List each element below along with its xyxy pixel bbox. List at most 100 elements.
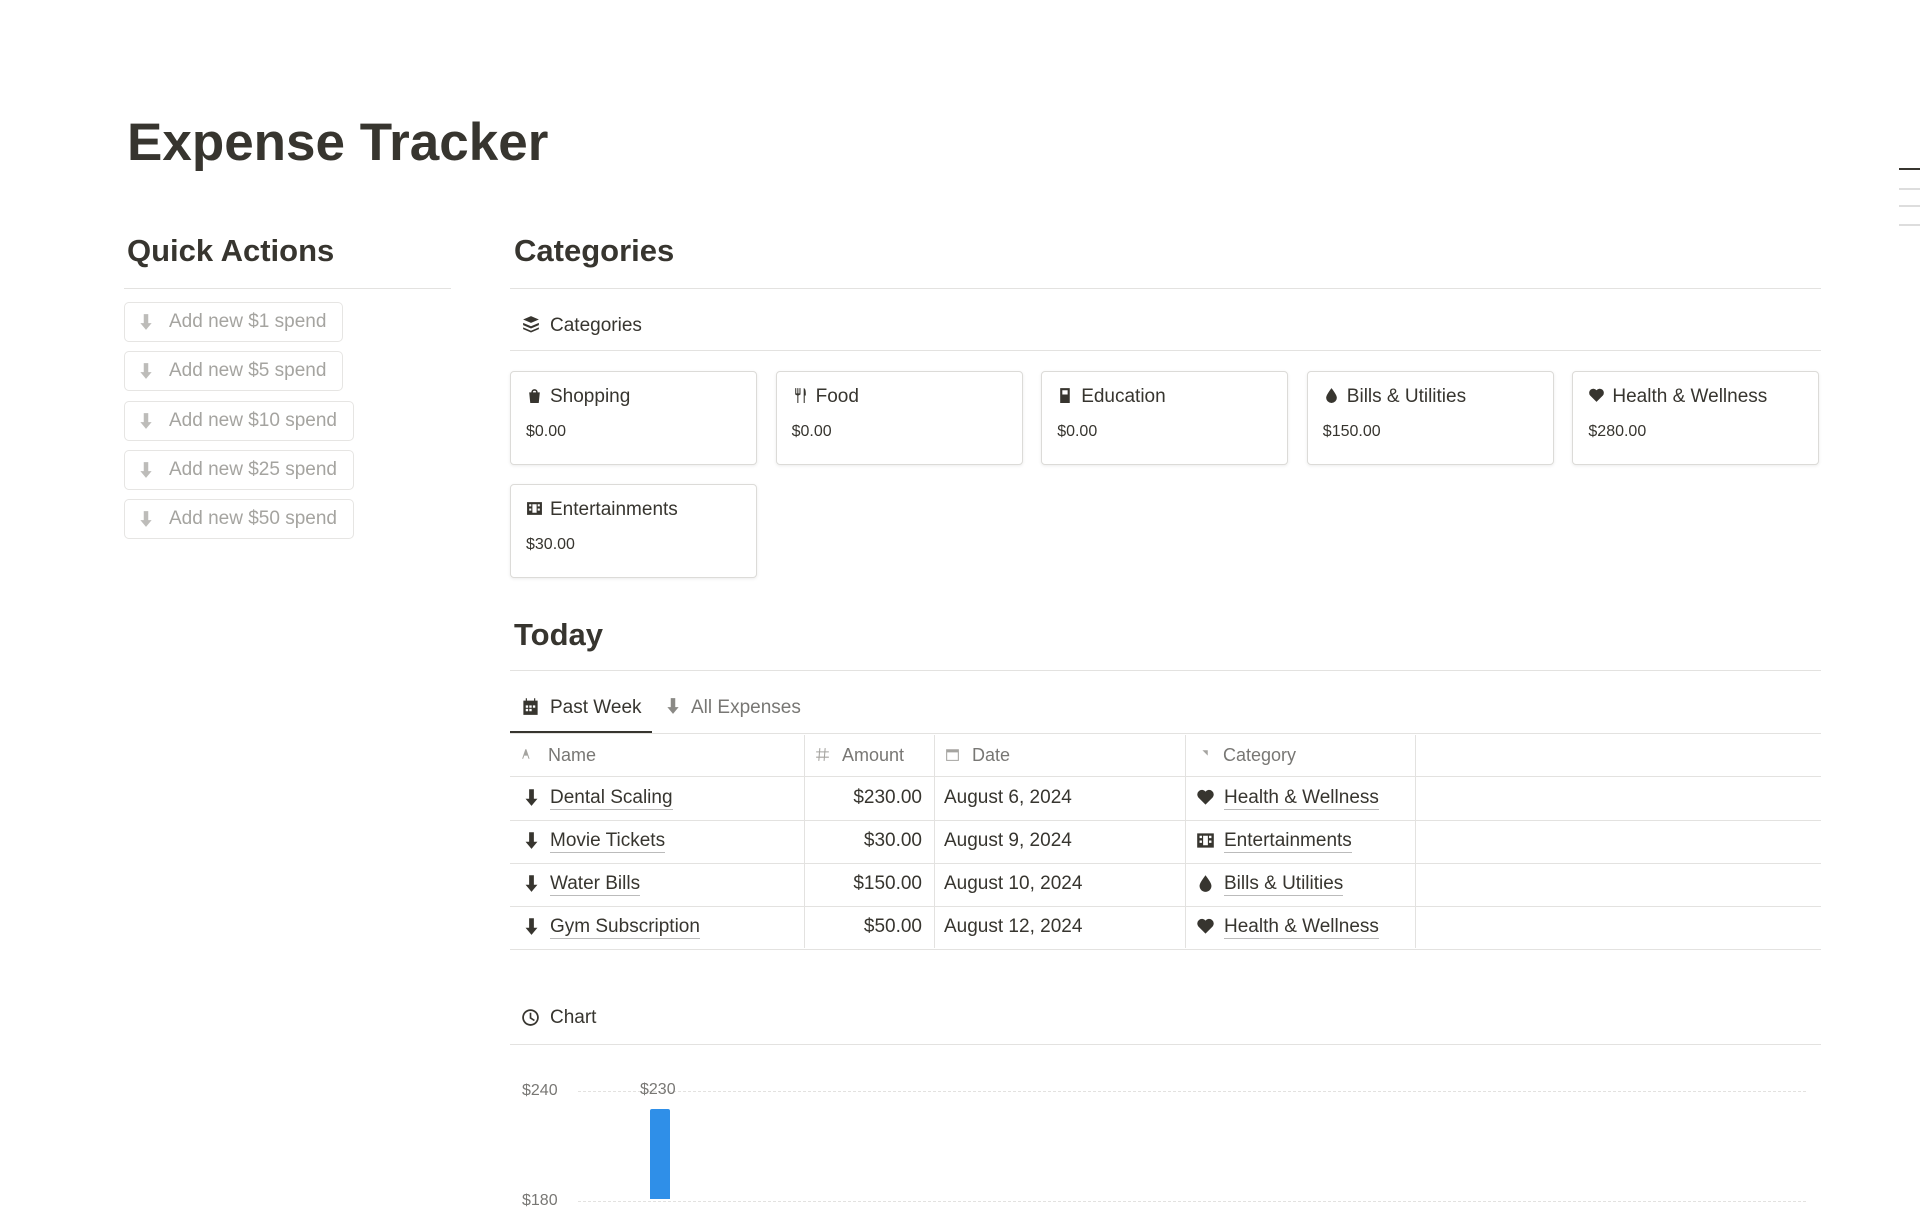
tab[interactable]: All Expenses bbox=[691, 697, 801, 718]
cell-amount: $230.00 bbox=[853, 787, 922, 808]
page-title: Expense Tracker bbox=[127, 113, 549, 172]
column-divider bbox=[1185, 735, 1186, 948]
category-card[interactable]: Bills & Utilities $150.00 bbox=[1306, 371, 1554, 465]
divider bbox=[510, 1044, 1821, 1045]
divider bbox=[510, 863, 1821, 864]
icon bbox=[946, 749, 959, 761]
cell-date: August 10, 2024 bbox=[944, 873, 1083, 894]
cell-date: August 9, 2024 bbox=[944, 830, 1072, 851]
card-amount: $0.00 bbox=[1057, 423, 1098, 440]
cell-name[interactable]: Water Bills bbox=[550, 873, 641, 896]
icon bbox=[1199, 750, 1208, 759]
column-header: Category bbox=[1223, 745, 1297, 765]
outline bbox=[1899, 188, 1920, 190]
card-name: Food bbox=[815, 386, 859, 407]
card-amount: $150.00 bbox=[1322, 423, 1381, 440]
divider bbox=[510, 949, 1821, 950]
cell-date: August 12, 2024 bbox=[944, 916, 1083, 937]
card-name: Entertainments bbox=[550, 499, 678, 520]
cell-category[interactable]: Entertainments bbox=[1224, 830, 1352, 853]
action-button[interactable]: Add new $1 spend bbox=[124, 302, 344, 342]
section-heading: Quick Actions bbox=[127, 233, 335, 268]
divider bbox=[510, 820, 1821, 821]
icon bbox=[1199, 875, 1212, 892]
divider bbox=[510, 776, 1821, 777]
divider bbox=[124, 288, 451, 289]
category-card[interactable]: Food $0.00 bbox=[775, 371, 1023, 465]
y-tick-label: $180 bbox=[522, 1192, 558, 1209]
card-amount: $0.00 bbox=[526, 423, 567, 440]
cell-amount: $150.00 bbox=[853, 873, 922, 894]
icon bbox=[1060, 388, 1070, 403]
icon bbox=[522, 1009, 539, 1026]
cell-category[interactable]: Health & Wellness bbox=[1224, 916, 1379, 939]
cell-date: August 6, 2024 bbox=[944, 787, 1072, 808]
divider bbox=[510, 288, 1821, 289]
icon bbox=[140, 511, 152, 528]
icon bbox=[1589, 388, 1605, 402]
cell-category[interactable]: Health & Wellness bbox=[1224, 787, 1379, 810]
outline bbox=[1899, 224, 1920, 226]
icon bbox=[523, 316, 539, 333]
card-amount: $30.00 bbox=[526, 536, 575, 553]
cell-name[interactable]: Movie Tickets bbox=[550, 830, 666, 853]
bar bbox=[650, 1109, 670, 1199]
column-divider bbox=[1415, 735, 1416, 948]
column-header: Date bbox=[972, 745, 1011, 765]
icon bbox=[140, 314, 152, 330]
card-amount: $280.00 bbox=[1588, 423, 1647, 440]
icon bbox=[140, 462, 152, 478]
card-amount: $0.00 bbox=[791, 423, 832, 440]
action-button[interactable]: Add new $50 spend bbox=[124, 499, 354, 540]
cell-category[interactable]: Bills & Utilities bbox=[1224, 873, 1344, 896]
divider bbox=[510, 733, 1821, 734]
view-tab: Chart bbox=[550, 1007, 597, 1028]
column-header: Amount bbox=[842, 745, 905, 765]
action-button[interactable]: Add new $5 spend bbox=[124, 351, 344, 392]
action-button[interactable]: Add new $10 spend bbox=[124, 400, 354, 441]
cell-amount: $30.00 bbox=[863, 830, 922, 851]
cell-amount: $50.00 bbox=[863, 916, 922, 937]
category-card[interactable]: Entertainments $30.00 bbox=[510, 484, 757, 578]
icon bbox=[529, 389, 540, 403]
card-name: Education bbox=[1081, 386, 1166, 407]
icon bbox=[522, 749, 530, 759]
action-button[interactable]: Add new $25 spend bbox=[124, 449, 354, 490]
icon bbox=[1197, 789, 1214, 805]
category-card[interactable]: Education $0.00 bbox=[1041, 371, 1289, 465]
category-card[interactable]: Shopping $0.00 bbox=[510, 371, 757, 465]
column-header: Name bbox=[548, 745, 597, 765]
icon bbox=[525, 832, 538, 849]
card-name: Bills & Utilities bbox=[1346, 386, 1467, 407]
icon bbox=[816, 748, 829, 761]
tab-underline bbox=[510, 731, 652, 733]
tab[interactable]: Past Week bbox=[550, 697, 642, 718]
icon bbox=[1197, 918, 1214, 934]
grid-line bbox=[578, 1201, 1806, 1202]
icon bbox=[525, 918, 538, 935]
divider bbox=[510, 670, 1821, 671]
section-heading: Categories bbox=[514, 233, 675, 268]
section-heading: Today bbox=[514, 617, 603, 652]
card-name: Health & Wellness bbox=[1612, 386, 1768, 407]
icon bbox=[140, 363, 152, 380]
icon bbox=[1325, 388, 1337, 403]
icon bbox=[523, 698, 538, 715]
outline bbox=[1899, 168, 1920, 170]
cell-name[interactable]: Gym Subscription bbox=[550, 916, 700, 939]
category-card[interactable]: Health & Wellness $280.00 bbox=[1572, 371, 1820, 465]
cell-name[interactable]: Dental Scaling bbox=[550, 787, 673, 810]
icon bbox=[140, 412, 152, 429]
icon bbox=[1197, 833, 1214, 848]
view-tab: Categories bbox=[550, 315, 642, 336]
icon bbox=[525, 789, 538, 806]
icon bbox=[794, 388, 806, 403]
value-label: $230 bbox=[640, 1081, 676, 1099]
divider bbox=[510, 350, 1821, 351]
column-divider bbox=[804, 735, 805, 948]
icon bbox=[525, 875, 538, 892]
icon bbox=[667, 698, 679, 714]
grid-line bbox=[578, 1091, 1806, 1092]
divider bbox=[510, 906, 1821, 907]
